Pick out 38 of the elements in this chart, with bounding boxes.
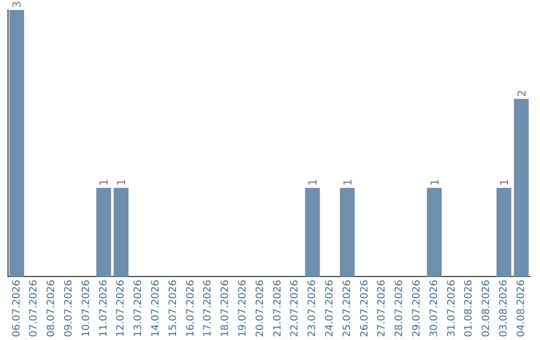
x-tick-label: 21.07.2026 xyxy=(272,280,284,338)
x-tick-label: 01.08.2026 xyxy=(464,280,475,338)
x-tick-label: 08.07.2026 xyxy=(46,280,58,338)
x-tick-label: 12.07.2026 xyxy=(116,280,127,338)
x-tick-label: 15.07.2026 xyxy=(168,280,179,338)
x-tick-label: 04.08.2026 xyxy=(516,280,527,338)
x-tick-label: 20.07.2026 xyxy=(254,280,266,338)
x-tick-label: 24.07.2026 xyxy=(324,280,336,338)
x-tick-label: 17.07.2026 xyxy=(202,280,214,338)
data-label: 1 xyxy=(306,178,320,186)
x-tick-label: 28.07.2026 xyxy=(394,280,406,338)
data-label: 1 xyxy=(428,178,442,186)
data-label: 1 xyxy=(115,178,128,186)
data-label: 1 xyxy=(98,178,111,186)
x-tick-label: 06.07.2026 xyxy=(11,280,22,338)
x-tick-label: 02.08.2026 xyxy=(481,280,492,338)
data-label: 3 xyxy=(10,1,24,8)
x-tick-label: 25.07.2026 xyxy=(342,280,353,338)
x-tick-label: 19.07.2026 xyxy=(237,280,248,338)
data-label: 2 xyxy=(515,90,528,97)
x-tick-label: 16.07.2026 xyxy=(185,280,196,338)
x-tick-label: 09.07.2026 xyxy=(63,280,74,338)
x-tick-label: 31.07.2026 xyxy=(446,280,458,338)
x-tick-label: 27.07.2026 xyxy=(376,280,388,338)
data-label: 1 xyxy=(341,178,354,186)
x-tick-label: 11.07.2026 xyxy=(98,280,110,338)
x-tick-label: 29.07.2026 xyxy=(411,280,422,338)
x-tick-label: 14.07.2026 xyxy=(150,280,162,338)
x-tick-label: 26.07.2026 xyxy=(359,280,370,338)
x-tick-label: 30.07.2026 xyxy=(428,280,440,338)
x-tick-label: 23.07.2026 xyxy=(307,280,318,338)
x-tick-label: 03.08.2026 xyxy=(498,280,510,338)
x-tick-label: 07.07.2026 xyxy=(28,280,40,338)
x-tick-label: 10.07.2026 xyxy=(80,280,92,338)
x-tick-label: 13.07.2026 xyxy=(133,280,144,338)
x-tick-label: 18.07.2026 xyxy=(220,280,232,338)
data-label: 1 xyxy=(498,178,511,186)
x-tick-label: 22.07.2026 xyxy=(290,280,301,338)
